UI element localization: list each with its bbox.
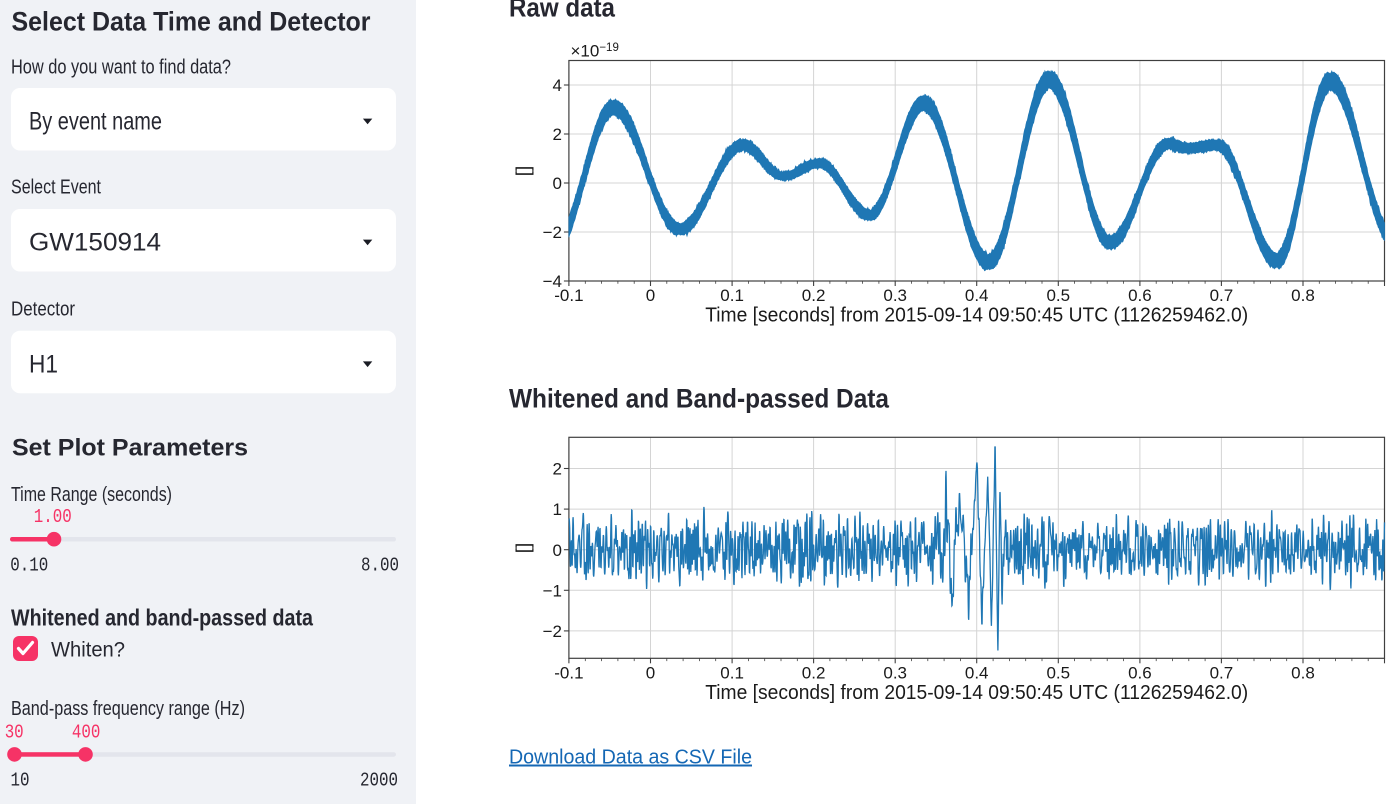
svg-text:-0.1: -0.1 — [554, 286, 583, 305]
svg-text:Detector: Detector — [11, 299, 75, 321]
svg-text:Time [seconds] from 2015-09-14: Time [seconds] from 2015-09-14 09:50:45 … — [705, 305, 1248, 327]
svg-text:−1: −1 — [543, 581, 562, 600]
svg-text:4: 4 — [553, 76, 562, 95]
svg-text:0.2: 0.2 — [802, 286, 826, 305]
svg-text:Whitened and Band-passed Data: Whitened and Band-passed Data — [509, 384, 890, 414]
svg-text:Select Data Time and Detector: Select Data Time and Detector — [12, 6, 371, 36]
svg-text:30: 30 — [5, 721, 24, 743]
svg-text:0.7: 0.7 — [1210, 286, 1234, 305]
svg-text:Set Plot Parameters: Set Plot Parameters — [12, 434, 248, 461]
svg-text:0: 0 — [646, 663, 655, 682]
svg-text:1.00: 1.00 — [34, 506, 72, 528]
svg-text:0.1: 0.1 — [720, 286, 744, 305]
svg-text:Time [seconds] from 2015-09-14: Time [seconds] from 2015-09-14 09:50:45 … — [705, 682, 1248, 704]
svg-text:0.1: 0.1 — [720, 663, 744, 682]
svg-text:[]: [] — [514, 166, 535, 177]
svg-text:0: 0 — [646, 286, 655, 305]
svg-text:10: 10 — [11, 770, 30, 792]
svg-text:2: 2 — [553, 460, 562, 479]
svg-text:0.3: 0.3 — [883, 663, 907, 682]
svg-text:1: 1 — [553, 500, 562, 519]
svg-text:Raw data: Raw data — [509, 0, 616, 23]
svg-text:0.7: 0.7 — [1210, 663, 1234, 682]
svg-text:0.8: 0.8 — [1291, 663, 1315, 682]
svg-text:−2: −2 — [543, 622, 562, 641]
svg-text:400: 400 — [72, 721, 101, 743]
svg-text:Band-pass frequency range (Hz): Band-pass frequency range (Hz) — [11, 698, 245, 720]
svg-text:0.4: 0.4 — [965, 663, 989, 682]
svg-text:0.3: 0.3 — [883, 286, 907, 305]
svg-text:−2: −2 — [543, 223, 562, 242]
svg-text:[]: [] — [514, 543, 535, 554]
svg-text:2: 2 — [553, 125, 562, 144]
svg-text:2000: 2000 — [360, 770, 398, 792]
svg-text:Whitened and band-passed data: Whitened and band-passed data — [11, 605, 313, 631]
svg-text:0.6: 0.6 — [1128, 663, 1152, 682]
svg-text:0.4: 0.4 — [965, 286, 989, 305]
svg-text:0.8: 0.8 — [1291, 286, 1315, 305]
svg-text:0.5: 0.5 — [1046, 286, 1070, 305]
svg-text:0: 0 — [553, 541, 562, 560]
svg-text:Whiten?: Whiten? — [51, 639, 125, 662]
svg-text:Download Data as CSV File: Download Data as CSV File — [509, 747, 752, 769]
svg-text:0.2: 0.2 — [802, 663, 826, 682]
svg-text:How do you want to find data?: How do you want to find data? — [11, 57, 231, 79]
svg-text:By event name: By event name — [29, 108, 162, 136]
svg-text:Select Event: Select Event — [11, 177, 101, 199]
svg-text:0.10: 0.10 — [10, 554, 48, 576]
svg-text:H1: H1 — [29, 350, 58, 378]
svg-text:0.5: 0.5 — [1046, 663, 1070, 682]
svg-text:−4: −4 — [543, 272, 562, 291]
svg-text:0: 0 — [553, 174, 562, 193]
svg-text:0.6: 0.6 — [1128, 286, 1152, 305]
svg-text:-0.1: -0.1 — [554, 663, 583, 682]
svg-text:GW150914: GW150914 — [29, 229, 161, 257]
svg-text:Time Range (seconds): Time Range (seconds) — [11, 484, 172, 506]
svg-text:8.00: 8.00 — [361, 554, 399, 576]
